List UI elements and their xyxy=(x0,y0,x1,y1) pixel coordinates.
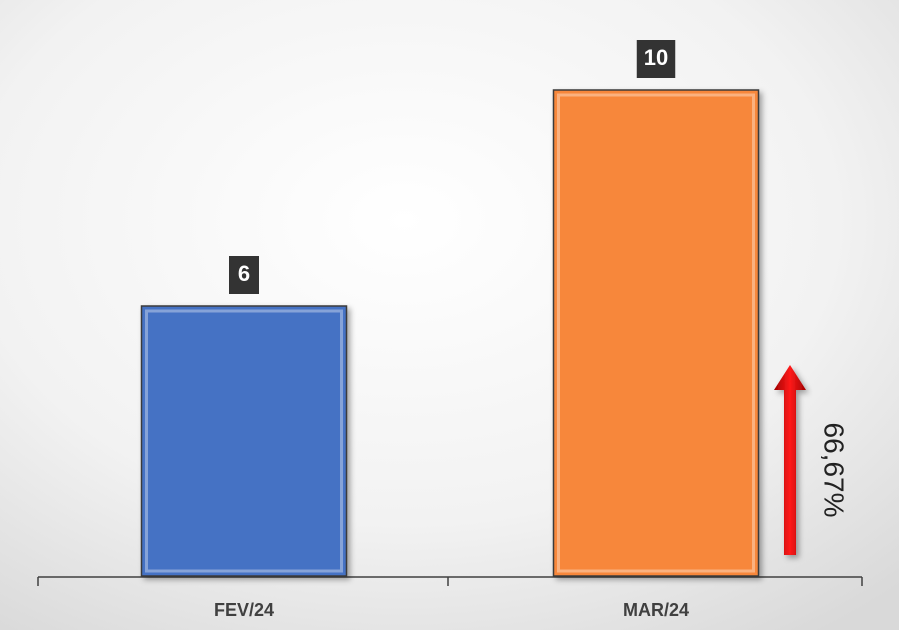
increase-arrow xyxy=(774,365,806,555)
data-label: 6 xyxy=(238,261,250,286)
x-tick-label: MAR/24 xyxy=(623,600,689,620)
bar xyxy=(140,305,348,577)
bar xyxy=(552,89,760,577)
data-label: 10 xyxy=(644,45,668,70)
data-label-box xyxy=(229,256,259,294)
data-label-box xyxy=(636,40,676,78)
bar-bevel xyxy=(145,309,343,573)
bar-bevel xyxy=(557,93,755,573)
change-annotation: 66,67% xyxy=(819,423,850,518)
x-tick-label: FEV/24 xyxy=(214,600,274,620)
